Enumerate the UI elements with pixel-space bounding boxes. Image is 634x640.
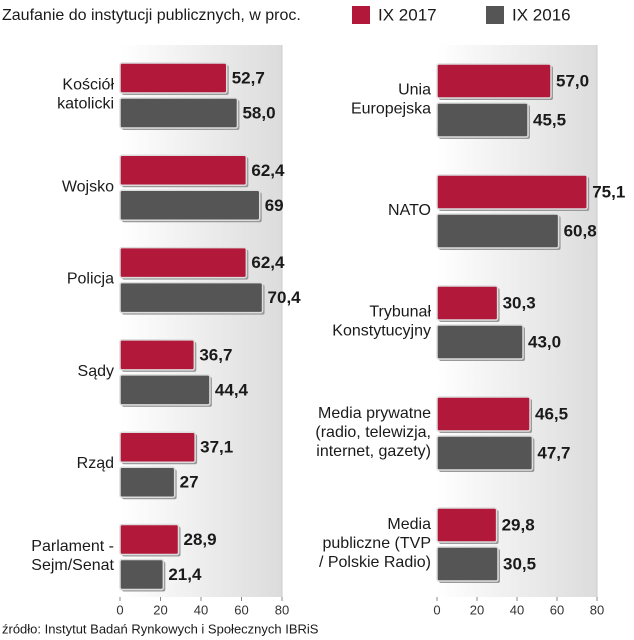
value-label: 30,5 <box>503 554 536 573</box>
category-line: Sejm/Senat <box>31 557 114 574</box>
category-line: Unia <box>398 82 431 99</box>
bar <box>436 396 531 432</box>
bar <box>119 97 239 129</box>
x-tick-label: 60 <box>234 602 248 617</box>
value-label: 57,0 <box>556 71 589 90</box>
bar <box>119 246 248 279</box>
category-label: Parlament - Sejm/Senat <box>31 538 114 574</box>
bar <box>436 213 560 249</box>
chart-title: Zaufanie do instytucji publicznych, w pr… <box>2 7 301 24</box>
bar <box>119 466 176 498</box>
value-label: 43,0 <box>528 332 561 351</box>
x-tick-label: 20 <box>470 602 484 617</box>
bar <box>436 174 588 210</box>
x-tick-label: 40 <box>510 602 524 617</box>
value-label: 62,4 <box>251 253 285 272</box>
category-label: Media prywatne (radio, telewizja, internet… <box>315 405 431 460</box>
legend-label: IX 2017 <box>378 5 437 24</box>
value-label: 36,7 <box>199 345 232 364</box>
category-label: Rząd <box>77 455 114 472</box>
x-tick-label: 80 <box>275 602 289 617</box>
category-label: Unia Europejska <box>351 82 431 118</box>
category-label: Wojsko <box>62 179 114 196</box>
source: źródło: Instytut Badań Rynkowych i Społe… <box>2 621 319 636</box>
category-line: publiczne (TVP <box>323 535 432 552</box>
category-line: Media prywatne <box>318 405 431 422</box>
category-label: NATO <box>388 202 431 219</box>
category-line: Europejska <box>351 101 431 118</box>
category-line: Kościół <box>62 77 114 94</box>
bar <box>119 281 264 314</box>
value-label: 27 <box>180 473 199 492</box>
value-label: 58,0 <box>242 103 275 122</box>
value-label: 37,1 <box>200 438 233 457</box>
value-label: 62,4 <box>251 161 285 180</box>
bar <box>436 507 498 543</box>
bar <box>119 523 180 556</box>
category-label: Sądy <box>78 363 114 380</box>
legend-swatch <box>352 6 370 24</box>
category-line: (radio, telewizja, <box>315 424 431 441</box>
x-tick-label: 0 <box>433 602 440 617</box>
x-tick-label: 20 <box>153 602 167 617</box>
category-line: Konstytucyjny <box>332 323 431 340</box>
bar <box>119 154 248 187</box>
category-line: katolicki <box>57 96 114 113</box>
x-tick-label: 80 <box>590 602 604 617</box>
value-label: 52,7 <box>232 68 265 87</box>
category-line: Parlament - <box>31 538 114 555</box>
value-label: 46,5 <box>535 404 568 423</box>
category-label: Trybunał Konstytucyjny <box>332 304 431 340</box>
bar <box>119 431 196 463</box>
bar <box>436 324 524 360</box>
value-label: 47,7 <box>537 443 570 462</box>
value-label: 44,4 <box>215 380 249 399</box>
bar <box>436 102 529 138</box>
legend-swatch <box>486 6 504 24</box>
value-label: 60,8 <box>564 221 597 240</box>
category-line: NATO <box>388 202 431 219</box>
category-line: Rząd <box>77 455 114 472</box>
category-line: / Polskie Radio) <box>319 554 431 571</box>
bar <box>119 374 211 406</box>
bar <box>119 189 261 222</box>
legend-label: IX 2016 <box>512 5 571 24</box>
category-line: Media <box>387 516 431 533</box>
value-label: 28,9 <box>184 530 217 549</box>
bar <box>436 435 534 471</box>
value-label: 29,8 <box>502 515 535 534</box>
value-label: 21,4 <box>168 565 202 584</box>
x-tick-label: 60 <box>550 602 564 617</box>
x-tick-label: 40 <box>194 602 208 617</box>
bar <box>436 546 499 582</box>
bar <box>119 62 228 94</box>
category-line: Trybunał <box>369 304 431 321</box>
bar <box>119 558 165 591</box>
category-label: Kościół katolicki <box>57 77 114 113</box>
category-label: Media publiczne (TVP / Polskie Radio) <box>319 516 431 571</box>
category-line: Wojsko <box>62 179 114 196</box>
category-line: Policja <box>67 271 114 288</box>
value-label: 70,4 <box>268 288 302 307</box>
value-label: 30,3 <box>503 293 536 312</box>
plot-background <box>120 45 282 597</box>
value-label: 75,1 <box>592 182 625 201</box>
x-tick-label: 0 <box>116 602 123 617</box>
bar <box>119 339 196 371</box>
bar <box>436 63 552 99</box>
bar <box>436 285 499 321</box>
category-line: internet, gazety) <box>316 443 431 460</box>
category-label: Policja <box>67 271 114 288</box>
value-label: 45,5 <box>533 110 566 129</box>
category-line: Sądy <box>78 363 114 380</box>
value-label: 69 <box>265 196 284 215</box>
